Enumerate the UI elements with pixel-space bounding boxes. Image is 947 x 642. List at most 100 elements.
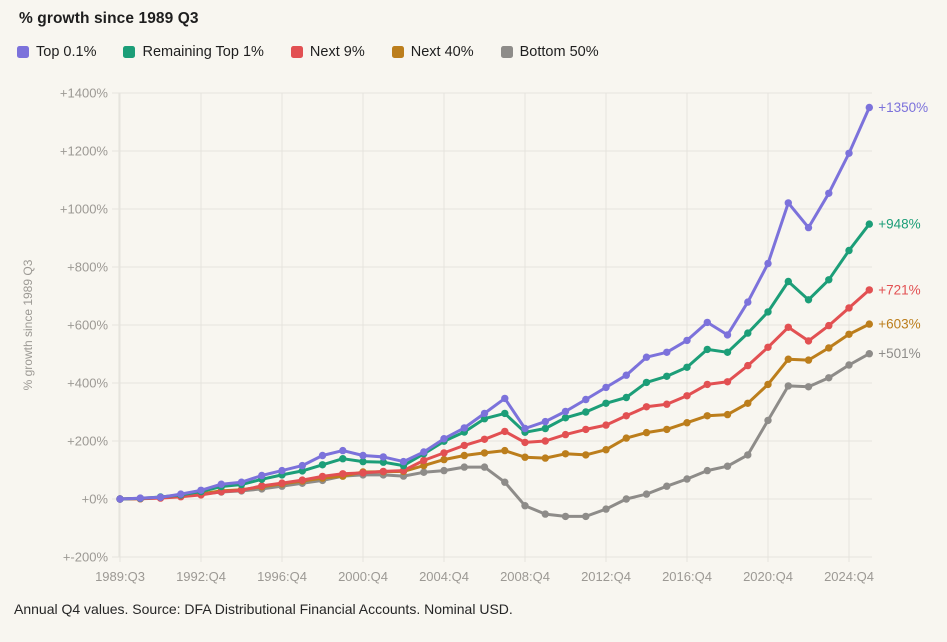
series-point-next-40 (703, 412, 711, 420)
series-point-remaining-top-1 (359, 457, 367, 466)
x-tick-label: 2004:Q4 (419, 569, 469, 584)
series-point-top-0-1 (683, 336, 691, 345)
series-point-next-9 (703, 380, 711, 389)
legend-label: Top 0.1% (36, 44, 97, 60)
series-point-next-9 (541, 437, 549, 445)
series-point-next-9 (764, 343, 772, 351)
legend-item-bottom-50[interactable]: Bottom 50% (500, 44, 599, 60)
chart-title: % growth since 1989 Q3 (19, 10, 199, 27)
series-point-next-40 (460, 451, 468, 460)
series-point-top-0-1 (318, 451, 327, 460)
y-tick-label: +-200% (63, 550, 109, 565)
series-point-top-0-1 (642, 353, 651, 361)
series-point-top-0-1 (258, 471, 266, 480)
series-point-top-0-1 (298, 461, 306, 470)
series-point-next-9 (480, 435, 489, 443)
series-point-top-0-1 (278, 466, 286, 475)
series-point-bottom-50 (723, 462, 732, 470)
series-point-top-0-1 (217, 480, 225, 488)
x-tick-label: 2016:Q4 (662, 569, 712, 584)
series-point-next-9 (501, 427, 509, 436)
legend-swatch (17, 46, 29, 58)
legend: Top 0.1% Remaining Top 1% Next 9% Next 40% B… (17, 44, 599, 60)
series-point-top-0-1 (561, 407, 570, 416)
series-point-top-0-1 (177, 490, 185, 498)
series-point-next-9 (663, 400, 671, 408)
series-point-bottom-50 (804, 383, 813, 391)
series-end-label-next-9: +721% (878, 282, 920, 297)
series-point-next-40 (642, 428, 651, 437)
x-tick-label: 2020:Q4 (743, 569, 793, 584)
series-point-next-9 (379, 467, 387, 476)
series-point-top-0-1 (865, 103, 873, 112)
series-point-remaining-top-1 (845, 246, 853, 255)
series-point-next-9 (217, 488, 225, 496)
series-point-top-0-1 (744, 298, 752, 306)
series-point-bottom-50 (561, 512, 570, 521)
series-point-next-40 (541, 454, 549, 462)
series-point-next-9 (298, 476, 306, 484)
series-point-next-9 (278, 479, 286, 487)
series-point-top-0-1 (339, 446, 347, 455)
series-end-label-next-40: +603% (878, 317, 920, 332)
series-point-next-9 (602, 421, 610, 429)
series-point-remaining-top-1 (541, 424, 549, 433)
series-point-top-0-1 (845, 149, 853, 157)
series-point-top-0-1 (501, 394, 509, 403)
y-tick-label: +800% (67, 260, 108, 275)
series-point-remaining-top-1 (865, 220, 873, 228)
series-point-next-40 (825, 344, 833, 352)
legend-item-top-0-1[interactable]: Top 0.1% (17, 44, 96, 60)
series-point-next-9 (845, 304, 853, 312)
series-point-next-40 (622, 434, 630, 442)
series-point-next-9 (622, 412, 630, 420)
x-tick-label: 2024:Q4 (824, 569, 874, 584)
series-point-remaining-top-1 (723, 348, 732, 356)
series-point-next-40 (723, 410, 732, 419)
series-point-bottom-50 (541, 510, 549, 518)
series-point-remaining-top-1 (561, 414, 570, 422)
series-point-next-9 (804, 337, 813, 345)
legend-item-next-9[interactable]: Next 9% (290, 44, 365, 60)
series-point-next-40 (440, 455, 448, 464)
series-point-remaining-top-1 (298, 467, 306, 475)
x-tick-label: 1996:Q4 (257, 569, 307, 584)
series-point-remaining-top-1 (379, 458, 387, 466)
legend-item-remaining-top-1[interactable]: Remaining Top 1% (123, 44, 264, 60)
series-point-top-0-1 (825, 189, 833, 197)
y-tick-label: +1000% (60, 202, 109, 217)
series-point-bottom-50 (825, 374, 833, 382)
series-end-label-top-0-1: +1350% (878, 100, 928, 115)
series-point-remaining-top-1 (764, 308, 772, 316)
series-point-next-9 (642, 403, 651, 411)
series-point-next-40 (865, 320, 873, 328)
series-point-top-0-1 (703, 318, 711, 327)
series-point-top-0-1 (663, 348, 671, 356)
series-point-top-0-1 (784, 199, 792, 207)
series-point-bottom-50 (480, 463, 489, 471)
series-line-next-40 (118, 322, 871, 501)
series-point-next-9 (825, 321, 833, 330)
source-note: Annual Q4 values. Source: DFA Distributi… (14, 601, 513, 617)
series-point-next-9 (784, 323, 792, 331)
series-point-remaining-top-1 (804, 296, 813, 304)
series-point-remaining-top-1 (339, 455, 347, 463)
x-tick-label: 2008:Q4 (500, 569, 550, 584)
series-point-bottom-50 (440, 466, 448, 475)
series-point-bottom-50 (663, 482, 671, 490)
legend-item-next-40[interactable]: Next 40% (391, 44, 474, 60)
series-point-top-0-1 (197, 486, 205, 494)
legend-label: Next 40% (410, 44, 474, 60)
series-point-next-40 (764, 380, 772, 389)
series-point-remaining-top-1 (602, 399, 610, 407)
series-point-remaining-top-1 (663, 372, 671, 380)
series-point-next-40 (420, 461, 428, 470)
legend-swatch (290, 46, 303, 58)
y-tick-label: +200% (67, 434, 108, 449)
y-tick-label: +400% (67, 376, 108, 391)
series-point-remaining-top-1 (582, 408, 590, 416)
series-point-bottom-50 (622, 495, 630, 503)
series-point-top-0-1 (764, 259, 772, 268)
series-point-top-0-1 (521, 424, 529, 433)
series-point-top-0-1 (622, 371, 630, 379)
